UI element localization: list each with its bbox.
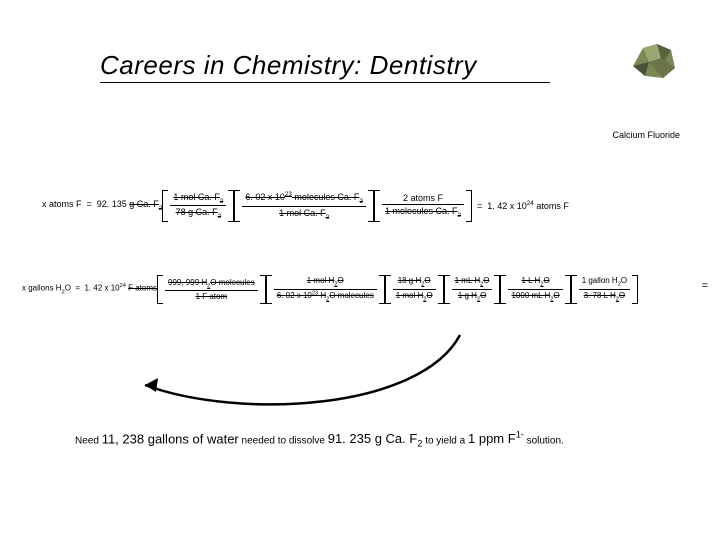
- eq2-frac-1: 999, 999 H2O molecules 1 F atom: [165, 277, 258, 303]
- bracket-icon: [266, 275, 272, 304]
- eq2-frac-2: 1 mol H2O 6. 02 x 1023 H2O molecules: [274, 275, 377, 304]
- bracket-icon: [632, 275, 638, 304]
- bracket-icon: [234, 190, 240, 222]
- bracket-icon: [444, 275, 450, 304]
- eq2-frac-4: 1 mL H2O 1 g H2O: [452, 275, 493, 303]
- eq1-frac-2: 6. 02 x 1023 molecules Ca. F2 1 mol Ca. …: [242, 190, 366, 222]
- eq1-frac-1: 1 mol Ca. F2 78 g Ca. F2: [170, 191, 226, 222]
- eq2-frac-6: 1 gallon H2O 3. 78 L H2O: [579, 275, 630, 303]
- bracket-icon: [157, 275, 163, 304]
- eq2-frac-3: 18 g H2O 1 mol H2O: [393, 275, 436, 303]
- page-title: Careers in Chemistry: Dentistry: [100, 50, 477, 81]
- conclusion-mass: 91. 235 g Ca. F2: [328, 431, 423, 446]
- eq2-lhs: x gallons H2O = 1. 42 x 1024 F atoms: [22, 283, 157, 295]
- equation-2: x gallons H2O = 1. 42 x 1024 F atoms 999…: [22, 275, 638, 304]
- mineral-image: [625, 38, 680, 83]
- bracket-icon: [374, 190, 380, 222]
- equation-1: x atoms F = 92. 135 g Ca. F2 1 mol Ca. F…: [42, 190, 569, 222]
- bracket-icon: [162, 190, 168, 222]
- bracket-icon: [571, 275, 577, 304]
- title-underline: [100, 82, 550, 83]
- eq2-rhs: =: [702, 280, 708, 292]
- bracket-icon: [500, 275, 506, 304]
- bracket-icon: [385, 275, 391, 304]
- eq1-frac-3: 2 atoms F 1 molecules Ca. F2: [382, 192, 464, 220]
- eq1-rhs: = 1. 42 x 1024 atoms F: [472, 200, 569, 211]
- mineral-caption: Calcium Fluoride: [612, 130, 680, 140]
- conclusion-pre: Need: [75, 435, 102, 446]
- conclusion-gallons: 11, 238 gallons of water: [102, 431, 239, 446]
- conclusion-post: solution.: [527, 435, 564, 446]
- conclusion-text: Need 11, 238 gallons of water needed to …: [75, 430, 564, 449]
- eq1-lhs: x atoms F = 92. 135 g Ca. F2: [42, 199, 162, 212]
- conclusion-ppm: 1 ppm F1-: [468, 431, 524, 446]
- arrow-icon: [120, 330, 480, 430]
- conclusion-mid1: needed to dissolve: [242, 435, 328, 446]
- eq2-frac-5: 1 L H2O 1000 mL H2O: [508, 275, 562, 303]
- conclusion-mid2: to yield a: [425, 435, 468, 446]
